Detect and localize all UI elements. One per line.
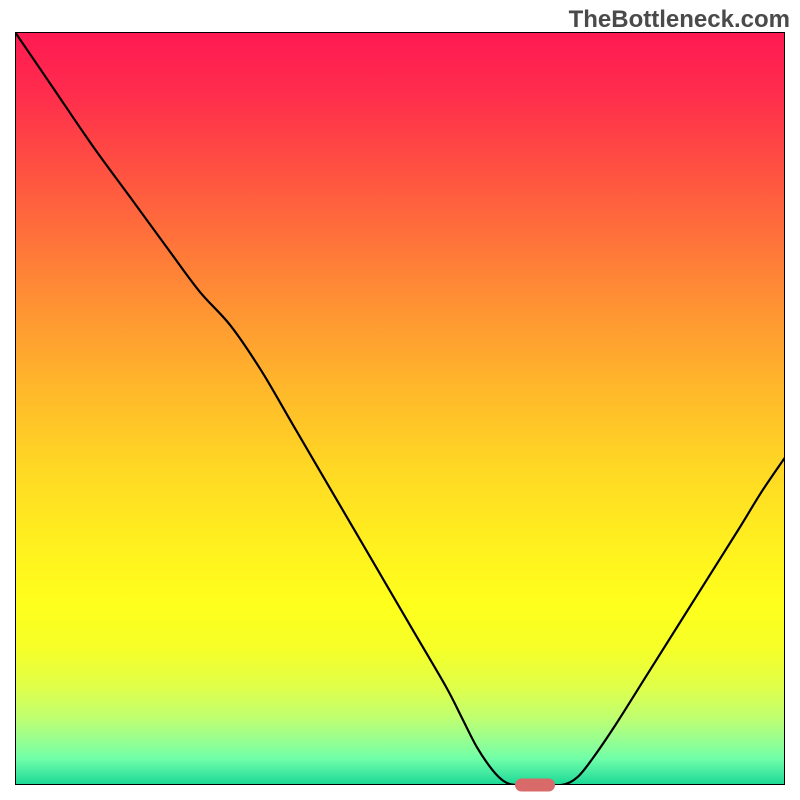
watermark-text: TheBottleneck.com — [569, 6, 790, 34]
gradient-bg — [15, 32, 785, 785]
plot-area — [15, 32, 785, 785]
chart-container: TheBottleneck.com — [0, 0, 800, 800]
plot-svg — [15, 32, 785, 785]
optimal-marker — [515, 779, 555, 792]
